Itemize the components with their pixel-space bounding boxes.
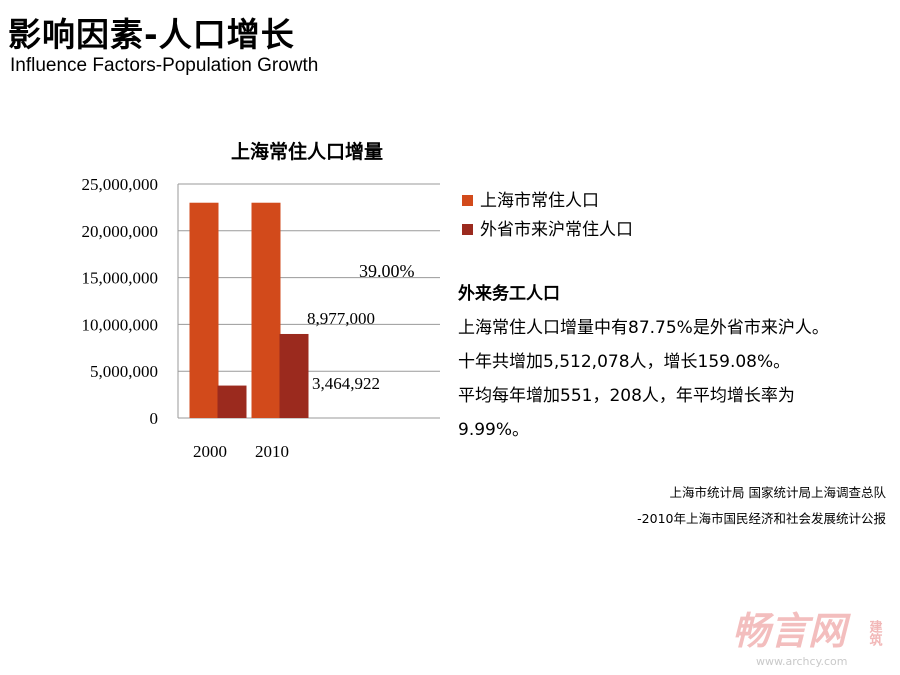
info-line: 9.99%。 [458, 420, 530, 440]
legend-label: 外省市来沪常住人口 [480, 220, 633, 240]
y-axis-ticks: 25,000,000 20,000,000 15,000,000 10,000,000… [82, 175, 159, 428]
x-tick-label: 2010 [255, 442, 289, 461]
source-note: 上海市统计局 国家统计局上海调查总队 -2010年上海市国民经济和社会发展统计公… [637, 480, 886, 532]
annotation-2010-value: 8,977,000 [307, 309, 375, 328]
y-tick-label: 25,000,000 [82, 175, 159, 194]
bar [189, 202, 219, 418]
legend-swatch [462, 224, 473, 235]
x-tick-label: 2000 [193, 442, 227, 461]
y-tick-label: 5,000,000 [90, 362, 158, 381]
source-line-2: -2010年上海市国民经济和社会发展统计公报 [637, 511, 886, 526]
info-line: 十年共增加5,512,078人，增长159.08%。 [458, 352, 791, 372]
y-tick-label: 0 [150, 409, 159, 428]
info-line: 平均每年增加551，208人，年平均增长率为 [458, 386, 795, 406]
watermark-brand: 畅言网 [732, 609, 851, 653]
bar [251, 202, 281, 418]
watermark-logo: 畅言网 建筑 www.archcy.com [732, 609, 883, 668]
y-tick-label: 20,000,000 [82, 222, 159, 241]
legend-swatch [462, 195, 473, 206]
y-tick-label: 10,000,000 [82, 315, 159, 334]
slide-title: 影响因素-人口增长 [8, 15, 295, 54]
annotation-percent: 39.00% [359, 261, 415, 281]
x-axis-ticks: 2000 2010 [193, 442, 289, 461]
bar [279, 333, 309, 418]
bar [217, 385, 247, 418]
info-heading: 外来务工人口 [458, 284, 560, 304]
population-bar-chart: 上海常住人口增量 25,000,000 20,000,000 15,000,000 1… [82, 140, 634, 461]
chart-bars [189, 202, 309, 418]
source-line-1: 上海市统计局 国家统计局上海调查总队 [669, 485, 886, 500]
watermark-side-text: 建筑 [867, 619, 883, 647]
slide-subtitle: Influence Factors-Population Growth [10, 55, 319, 76]
info-line: 上海常住人口增量中有87.75%是外省市来沪人。 [458, 318, 829, 338]
migrant-info-block: 外来务工人口 上海常住人口增量中有87.75%是外省市来沪人。 十年共增加5,5… [458, 277, 829, 447]
annotation-2000-value: 3,464,922 [312, 374, 380, 393]
y-tick-label: 15,000,000 [82, 269, 159, 288]
chart-title: 上海常住人口增量 [231, 140, 383, 163]
legend-label: 上海市常住人口 [480, 191, 599, 211]
watermark-url: www.archcy.com [756, 655, 848, 668]
